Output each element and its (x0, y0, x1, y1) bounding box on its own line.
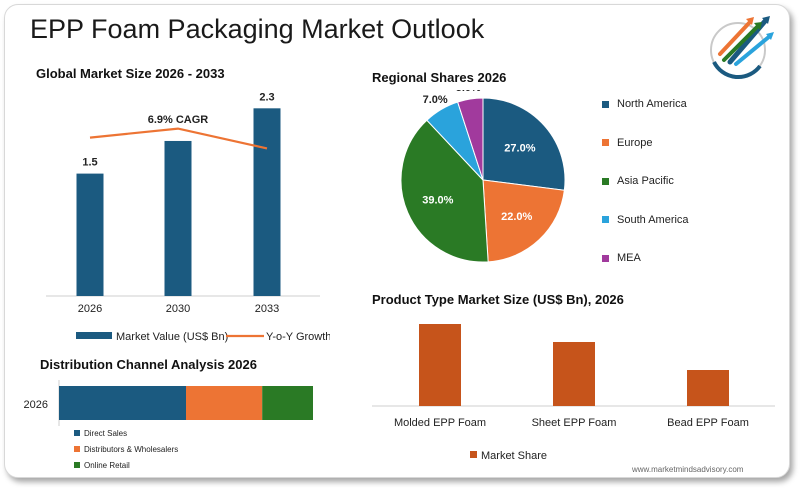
market-value-bar (164, 140, 192, 296)
pie-legend-item: Asia Pacific (602, 173, 674, 189)
market-value-data-label: 2.3 (259, 91, 274, 103)
dist-legend-swatch (74, 446, 80, 452)
dist-legend-label: Distributors & Wholesalers (84, 445, 178, 454)
page-title: EPP Foam Packaging Market Outlook (30, 14, 485, 44)
pie-data-label: 39.0% (422, 195, 453, 207)
dist-legend-label: Online Retail (84, 461, 130, 470)
prod-legend-swatch (470, 451, 477, 458)
global-market-size-title: Global Market Size 2026 - 2033 (36, 66, 225, 81)
legend-label-growth: Y-o-Y Growth (266, 331, 330, 343)
pie-legend-label: South America (617, 213, 689, 226)
yoy-growth-line (89, 127, 268, 150)
pie-slice (400, 119, 489, 263)
pie-legend-swatch (602, 254, 609, 262)
dist-segment (186, 386, 263, 420)
pie-legend-item: Europe (602, 135, 652, 151)
pie-data-label: 7.0% (423, 94, 448, 106)
market-value-bar (253, 108, 281, 296)
dist-legend-swatch (74, 462, 80, 468)
global-x-tick-label: 2033 (255, 303, 279, 315)
watermark-url: www.marketmindsadvisory.com (632, 465, 744, 474)
regional-shares-title: Regional Shares 2026 (372, 70, 507, 85)
pie-legend-label: Asia Pacific (617, 175, 674, 187)
global-market-size-chart: 2026 1.5 2030 2033 2.3 6.9% CAGR Market Value … (46, 91, 330, 343)
regional-shares-pie: 27.0% 22.0% 39.0% 7.0% 5.0% (400, 90, 566, 263)
pie-legend-item: South America (602, 212, 689, 228)
brand-logo-icon (710, 16, 774, 80)
legend-swatch-market-value (76, 332, 112, 339)
product-type-chart: Molded EPP Foam Sheet EPP Foam Bead EPP Fo… (372, 324, 775, 462)
market-value-bar (76, 173, 104, 296)
prod-x-tick-label: Bead EPP Foam (667, 417, 749, 429)
legend-label-market-value: Market Value (US$ Bn) (116, 331, 228, 343)
product-type-bar (553, 342, 595, 406)
pie-data-label: 22.0% (501, 211, 532, 223)
pie-legend-item: MEA (602, 250, 641, 266)
pie-legend-label: MEA (617, 252, 641, 264)
prod-x-tick-label: Molded EPP Foam (394, 417, 486, 429)
pie-data-label: 27.0% (504, 142, 535, 154)
product-type-title: Product Type Market Size (US$ Bn), 2026 (372, 292, 624, 307)
cagr-annotation: 6.9% CAGR (148, 114, 209, 126)
pie-slice (482, 97, 566, 191)
dist-segment (262, 386, 313, 420)
pie-legend-item: North America (602, 96, 687, 112)
pie-legend-swatch (602, 216, 609, 223)
pie-legend-swatch (602, 177, 609, 185)
regional-shares-legend: North America Europe Asia Pacific South Ame… (602, 96, 782, 276)
pie-legend-swatch (602, 139, 609, 146)
distribution-channel-chart: 2026 Direct Sales Distributors & Wholesale… (24, 380, 313, 470)
pie-legend-swatch (602, 100, 609, 108)
pie-slice (482, 179, 565, 263)
global-x-tick-label: 2030 (166, 303, 190, 315)
dist-legend-label: Direct Sales (84, 429, 127, 438)
global-x-tick-label: 2026 (78, 303, 102, 315)
dist-category-label: 2026 (24, 399, 48, 411)
pie-data-label: 5.0% (456, 90, 481, 94)
pie-legend-label: Europe (617, 136, 653, 149)
pie-legend-label: North America (617, 98, 687, 110)
product-type-bar (687, 370, 729, 406)
pie-slice (457, 97, 484, 181)
prod-legend-label: Market Share (481, 450, 547, 462)
dist-segment (59, 386, 186, 420)
market-value-data-label: 1.5 (82, 157, 97, 169)
product-type-bar (419, 324, 461, 406)
distribution-channel-title: Distribution Channel Analysis 2026 (40, 357, 257, 372)
prod-x-tick-label: Sheet EPP Foam (532, 417, 617, 429)
dist-legend-swatch (74, 430, 80, 436)
